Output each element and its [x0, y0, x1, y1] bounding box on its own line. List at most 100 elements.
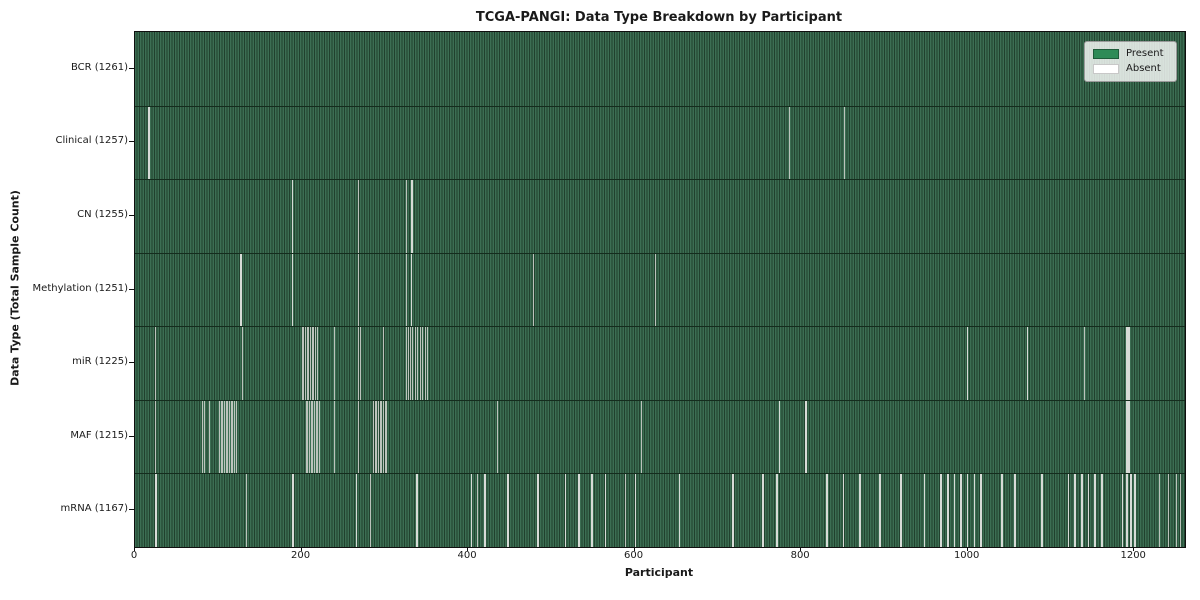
absent-stripe [1134, 473, 1136, 547]
x-tick-mark [966, 547, 968, 551]
absent-stripe [966, 473, 969, 547]
absent-stripe [1087, 473, 1090, 547]
legend: Present Absent [1084, 41, 1177, 82]
absent-stripe [1067, 473, 1070, 547]
absent-stripe [359, 326, 361, 400]
x-tick-label: 1000 [953, 550, 980, 561]
absent-stripe [154, 326, 156, 400]
absent-stripe [154, 473, 157, 547]
absent-stripe [1000, 473, 1003, 547]
y-tick-label: MAF (1215) [70, 429, 128, 441]
absent-stripe [204, 399, 206, 474]
absent-stripe [1040, 473, 1043, 547]
y-tick-mark [129, 214, 134, 216]
absent-stripe [310, 399, 312, 474]
absent-stripe [376, 399, 378, 474]
absent-stripe [417, 326, 419, 400]
absent-stripe [427, 326, 429, 400]
absent-stripe [537, 473, 539, 547]
absent-stripe [416, 473, 419, 547]
absent-stripe [953, 473, 956, 547]
absent-stripe [315, 399, 317, 474]
legend-label-absent: Absent [1126, 63, 1161, 74]
absent-stripe [654, 252, 656, 327]
absent-stripe [624, 473, 626, 547]
absent-stripe [311, 326, 313, 400]
x-axis-label: Participant [624, 566, 694, 579]
absent-stripe [1094, 473, 1096, 547]
absent-stripe [879, 473, 882, 547]
absent-stripe [1167, 473, 1169, 547]
absent-stripe [383, 399, 385, 474]
legend-item-present: Present [1085, 48, 1176, 60]
absent-stripe [309, 399, 311, 474]
absent-stripe [470, 473, 473, 547]
absent-stripe [776, 473, 778, 547]
row-separator [135, 473, 1185, 475]
x-tick-mark [300, 547, 302, 551]
absent-stripe [227, 399, 229, 474]
absent-stripe [374, 399, 376, 474]
absent-stripe [788, 105, 790, 180]
absent-stripe [148, 105, 150, 180]
absent-stripe [334, 399, 335, 474]
chart-title: TCGA-PANGI: Data Type Breakdown by Parti… [475, 10, 843, 25]
absent-stripe [303, 326, 305, 400]
absent-stripe [301, 326, 303, 400]
absent-stripe [966, 326, 969, 400]
absent-stripe [319, 399, 321, 474]
absent-stripe [1125, 473, 1128, 547]
row-separator [135, 252, 1185, 254]
absent-stripe [900, 473, 902, 547]
legend-label-present: Present [1126, 48, 1164, 59]
absent-stripe [477, 473, 479, 547]
absent-stripe [844, 105, 846, 180]
y-tick-mark [129, 141, 134, 143]
y-tick-label: mRNA (1167) [60, 503, 128, 515]
y-tick-label: miR (1225) [72, 356, 128, 368]
absent-stripe [369, 473, 371, 547]
absent-stripe [424, 326, 426, 400]
absent-stripe [316, 326, 318, 400]
absent-stripe [384, 399, 386, 474]
x-tick-mark [467, 547, 469, 551]
absent-stripe [1084, 326, 1086, 400]
absent-stripe [219, 399, 221, 474]
x-tick-label: 600 [624, 550, 644, 561]
absent-stripe [334, 326, 335, 400]
absent-stripe [923, 473, 926, 547]
x-tick-label: 0 [130, 550, 138, 561]
absent-stripe [291, 179, 294, 253]
y-tick-mark [129, 509, 134, 511]
legend-swatch-present [1093, 49, 1119, 59]
absent-stripe [412, 326, 414, 400]
absent-stripe [232, 399, 234, 474]
absent-stripe [209, 399, 211, 474]
absent-stripe [507, 473, 509, 547]
x-tick-mark [633, 547, 635, 551]
absent-stripe [410, 252, 413, 327]
row-separator [135, 105, 1185, 107]
absent-stripe [242, 326, 244, 400]
absent-stripe [634, 473, 637, 547]
heatmap-row-mrna [135, 473, 1185, 547]
absent-stripe [842, 473, 845, 547]
absent-stripe [604, 473, 607, 547]
absent-stripe [940, 473, 942, 547]
absent-stripe [762, 473, 764, 547]
absent-stripe [1026, 326, 1029, 400]
absent-stripe [497, 399, 499, 474]
absent-stripe [533, 252, 535, 327]
absent-stripe [306, 326, 308, 400]
y-tick-mark [129, 288, 134, 290]
heatmap-row-bcr [135, 32, 1185, 106]
x-tick-label: 1200 [1120, 550, 1146, 561]
x-tick-label: 400 [457, 550, 477, 561]
absent-stripe [641, 399, 643, 474]
absent-stripe [292, 473, 295, 547]
heatmap-row-methylation [135, 252, 1185, 327]
absent-stripe [308, 326, 310, 400]
absent-stripe [973, 473, 976, 547]
absent-stripe [386, 399, 388, 474]
